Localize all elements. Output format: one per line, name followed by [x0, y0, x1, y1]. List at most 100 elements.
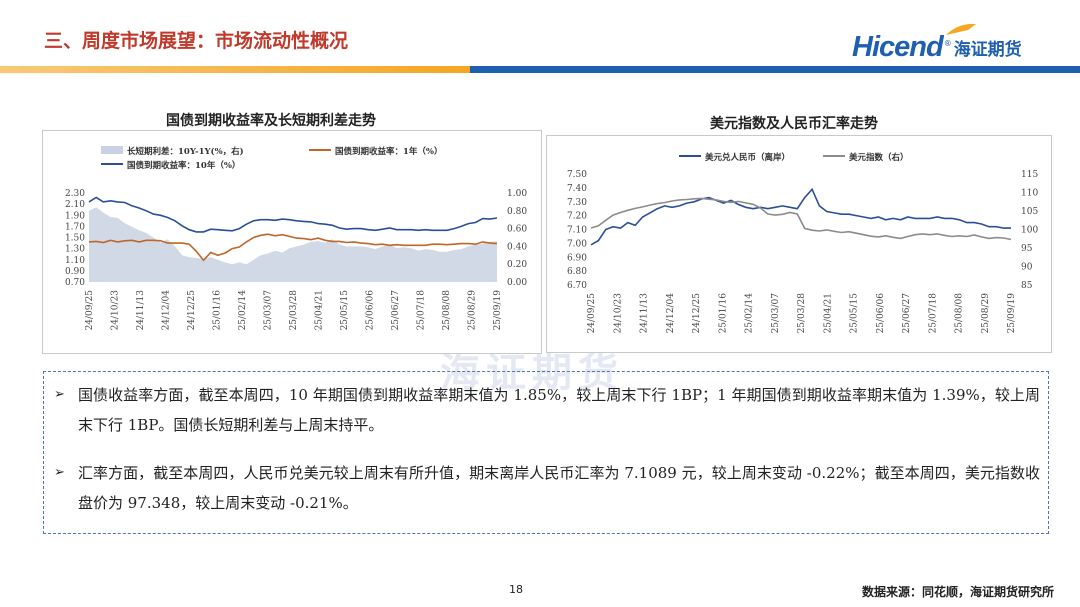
- x-tick-label: 25/03/28: [797, 293, 807, 334]
- x-tick-label: 25/02/14: [745, 293, 755, 334]
- series-line-dxy: [590, 197, 1012, 241]
- series-line-usdcnh: [590, 187, 1011, 246]
- notes-box: ➢ 国债收益率方面，截至本周四，10 年期国债到期收益率期末值为 1.85%，较…: [43, 371, 1049, 534]
- fx-index-chart: 7.50 7.40 7.30 7.20 7.10 7.00 6.90 6.80 6.70 115 1…: [567, 152, 1038, 334]
- y-right-tick-label: 0.00: [507, 278, 527, 288]
- page-number: 18: [509, 583, 523, 596]
- x-tick-label: 24/12/25: [692, 293, 702, 334]
- x-tick-label: 25/06/27: [391, 290, 401, 331]
- legend-label: 长短期利差：10Y-1Y(%，右): [127, 146, 244, 157]
- chart1-panel: 2.30 2.10 1.90 1.70 1.50 1.30 1.10 0.90 0.70 1.00…: [42, 130, 542, 354]
- y-left-tick-label: 6.70: [567, 281, 587, 291]
- x-tick-label: 25/01/16: [718, 293, 728, 334]
- x-tick-label: 24/12/25: [187, 290, 197, 331]
- y-left-tick-label: 2.30: [65, 189, 85, 199]
- chart1-title: 国债到期收益率及长短期利差走势: [166, 113, 376, 129]
- x-tick-label: 25/03/28: [289, 290, 299, 331]
- note-text: 国债收益率方面，截至本周四，10 年期国债到期收益率期末值为 1.85%，较上周…: [78, 386, 1040, 434]
- x-tick-label: 25/08/29: [468, 290, 478, 331]
- note-exchange-rate: ➢ 汇率方面，截至本周四，人民币兑美元较上周末有所升值，期末离岸人民币汇率为 7…: [54, 458, 1040, 518]
- x-tick-label: 24/11/13: [640, 293, 650, 334]
- legend-label: 国债到期收益率：1年（%）: [335, 146, 443, 157]
- x-tick-label: 25/07/18: [928, 293, 938, 334]
- data-source: 数据来源：同花顺，海证期货研究所: [861, 585, 1054, 599]
- page-title: 三、周度市场展望：市场流动性概况: [44, 30, 349, 52]
- series-line-10y-yield: [88, 196, 498, 233]
- y-right-tick-label: 1.00: [507, 189, 527, 199]
- note-text: 汇率方面，截至本周四，人民币兑美元较上周末有所升值，期末离岸人民币汇率为 7.1…: [78, 464, 1040, 512]
- y-left-tick-label: 1.70: [65, 222, 85, 232]
- x-tick-label: 25/09/19: [493, 290, 503, 331]
- x-tick-label: 24/10/23: [613, 293, 623, 334]
- y-left-tick-label: 7.30: [567, 198, 587, 208]
- y-left-tick-label: 7.50: [567, 170, 587, 180]
- x-tick-label: 25/06/06: [366, 290, 376, 331]
- x-tick-label: 25/06/27: [902, 293, 912, 334]
- y-right-tick-label: 110: [1021, 189, 1038, 199]
- x-tick-label: 25/04/21: [823, 293, 833, 333]
- y-left-tick-label: 7.00: [567, 239, 587, 249]
- y-left-tick-label: 2.10: [65, 200, 85, 210]
- y-right-tick-label: 115: [1021, 170, 1038, 180]
- x-tick-label: 25/06/06: [876, 293, 886, 334]
- series-line-1y-yield: [88, 233, 498, 262]
- header-bar-blue: [470, 66, 1080, 73]
- x-tick-label: 25/07/18: [417, 290, 427, 331]
- legend-label: 美元指数（右）: [849, 152, 909, 163]
- x-tick-label: 24/09/25: [85, 290, 95, 331]
- x-tick-label: 25/08/08: [442, 290, 452, 331]
- series-area-spread: [89, 207, 497, 282]
- y-left-tick-label: 7.40: [567, 184, 587, 194]
- y-left-tick-label: 0.70: [65, 278, 85, 288]
- note-bond-yield: ➢ 国债收益率方面，截至本周四，10 年期国债到期收益率期末值为 1.85%，较…: [54, 380, 1040, 440]
- y-right-tick-label: 105: [1021, 207, 1038, 217]
- y-left-tick-label: 1.30: [65, 245, 85, 255]
- x-tick-label: 24/10/23: [111, 290, 121, 331]
- legend-swatch-area: [101, 146, 123, 154]
- x-tick-label: 24/12/04: [666, 293, 676, 334]
- logo-swoosh-icon: [946, 23, 976, 35]
- header-bar-orange: [0, 66, 470, 73]
- x-tick-label: 24/11/13: [136, 290, 146, 331]
- watermark: 海证期货: [440, 350, 624, 396]
- note-bullet-icon: ➢: [54, 387, 65, 402]
- y-right-tick-label: 0.60: [507, 225, 527, 235]
- chart2-panel: 7.50 7.40 7.30 7.20 7.10 7.00 6.90 6.80 6.70 115 1…: [546, 135, 1052, 353]
- y-left-tick-label: 1.50: [65, 234, 85, 244]
- y-left-tick-label: 1.10: [65, 256, 85, 266]
- x-tick-label: 25/01/16: [213, 290, 223, 331]
- company-logo: Hicend ® 海证期货: [852, 23, 1022, 64]
- chart2-title: 美元指数及人民币汇率走势: [710, 116, 878, 132]
- y-left-tick-label: 7.10: [567, 226, 587, 236]
- y-right-tick-label: 85: [1021, 281, 1033, 291]
- y-right-tick-label: 0.80: [507, 207, 527, 217]
- bond-yield-chart: 2.302.101.901.70 1.501.301.100.900.70 1.00…: [65, 146, 527, 331]
- y-right-tick-label: 90: [1021, 263, 1033, 273]
- x-tick-label: 25/08/29: [981, 293, 991, 334]
- x-tick-label: 25/09/19: [1007, 293, 1017, 334]
- x-tick-label: 25/02/14: [238, 290, 248, 331]
- x-tick-label: 25/03/07: [771, 293, 781, 334]
- y-right-tick-label: 95: [1021, 244, 1033, 254]
- x-tick-label: 24/09/25: [587, 293, 597, 334]
- x-tick-label: 25/05/15: [850, 293, 860, 334]
- x-tick-label: 25/03/07: [264, 290, 274, 331]
- y-right-tick-label: 0.40: [507, 242, 527, 252]
- x-tick-label: 25/05/15: [340, 290, 350, 331]
- y-left-tick-label: 1.90: [65, 211, 85, 221]
- logo-registered-mark: ®: [943, 39, 952, 48]
- legend-label: 美元兑人民币（离岸）: [705, 152, 790, 163]
- logo-text-cn: 海证期货: [953, 40, 1022, 60]
- y-left-tick-label: 6.90: [567, 253, 587, 263]
- logo-text-en: Hicend: [852, 31, 944, 63]
- x-tick-label: 24/12/04: [162, 290, 172, 331]
- y-left-tick-label: 6.80: [567, 267, 587, 277]
- y-right-tick-label: 0.20: [507, 260, 527, 270]
- y-right-tick-label: 100: [1021, 226, 1038, 236]
- x-tick-label: 25/08/08: [955, 293, 965, 334]
- y-left-tick-label: 0.90: [65, 267, 85, 277]
- legend-label: 国债到期收益率：10年（%）: [127, 160, 240, 171]
- x-tick-label: 25/04/21: [315, 290, 325, 330]
- y-left-tick-label: 7.20: [567, 212, 587, 222]
- note-bullet-icon: ➢: [54, 465, 65, 480]
